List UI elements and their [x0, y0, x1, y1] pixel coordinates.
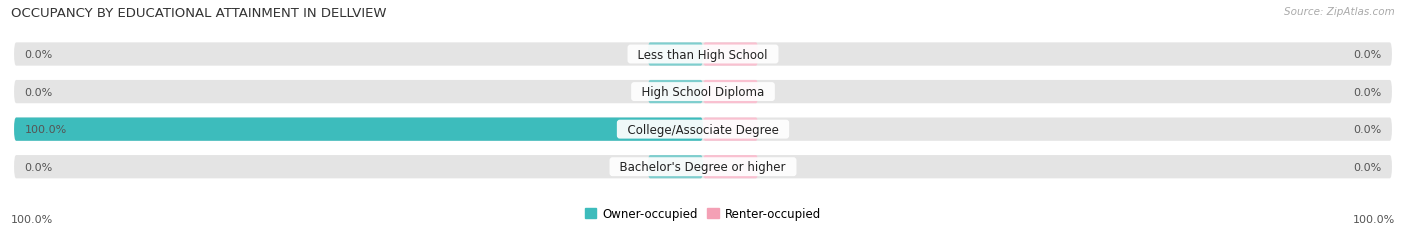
FancyBboxPatch shape — [703, 155, 758, 179]
FancyBboxPatch shape — [648, 43, 703, 66]
Text: OCCUPANCY BY EDUCATIONAL ATTAINMENT IN DELLVIEW: OCCUPANCY BY EDUCATIONAL ATTAINMENT IN D… — [11, 7, 387, 20]
FancyBboxPatch shape — [14, 81, 1392, 104]
Text: 100.0%: 100.0% — [24, 125, 66, 135]
Text: 100.0%: 100.0% — [1353, 214, 1395, 224]
Text: 100.0%: 100.0% — [11, 214, 53, 224]
Legend: Owner-occupied, Renter-occupied: Owner-occupied, Renter-occupied — [579, 203, 827, 225]
FancyBboxPatch shape — [648, 81, 703, 104]
FancyBboxPatch shape — [14, 155, 1392, 179]
Text: Less than High School: Less than High School — [630, 48, 776, 61]
Text: 0.0%: 0.0% — [1354, 162, 1382, 172]
FancyBboxPatch shape — [648, 155, 703, 179]
FancyBboxPatch shape — [14, 118, 1392, 141]
Text: 0.0%: 0.0% — [24, 162, 52, 172]
Text: Source: ZipAtlas.com: Source: ZipAtlas.com — [1284, 7, 1395, 17]
Text: 0.0%: 0.0% — [24, 87, 52, 97]
Text: College/Associate Degree: College/Associate Degree — [620, 123, 786, 136]
Text: 0.0%: 0.0% — [1354, 87, 1382, 97]
Text: 0.0%: 0.0% — [1354, 125, 1382, 135]
FancyBboxPatch shape — [14, 118, 703, 141]
FancyBboxPatch shape — [703, 81, 758, 104]
Text: Bachelor's Degree or higher: Bachelor's Degree or higher — [613, 161, 793, 173]
FancyBboxPatch shape — [703, 43, 758, 66]
Text: High School Diploma: High School Diploma — [634, 86, 772, 99]
FancyBboxPatch shape — [703, 118, 758, 141]
Text: 0.0%: 0.0% — [24, 50, 52, 60]
FancyBboxPatch shape — [14, 43, 1392, 66]
Text: 0.0%: 0.0% — [1354, 50, 1382, 60]
